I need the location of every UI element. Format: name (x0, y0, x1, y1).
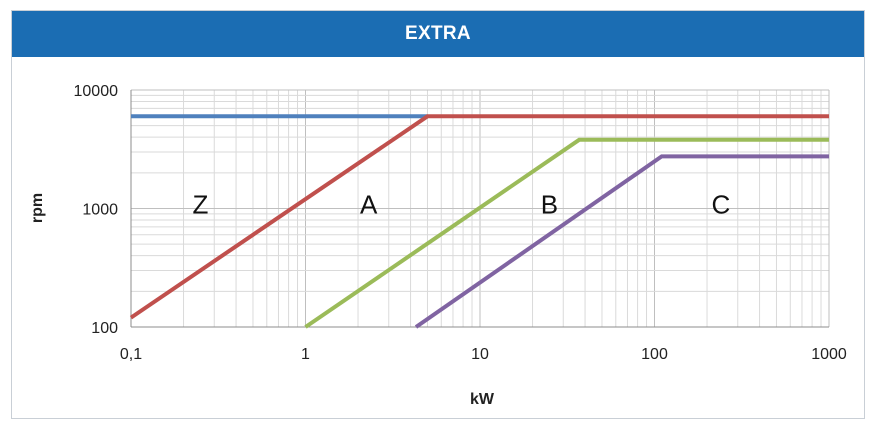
y-tick-label: 10000 (74, 83, 119, 100)
chart-panel: EXTRA (11, 10, 865, 419)
series-line-2 (129, 114, 829, 320)
chart-title: EXTRA (405, 23, 471, 44)
chart-header: EXTRA (12, 11, 864, 57)
region-label-b: B (541, 189, 558, 219)
x-axis-label: kW (470, 391, 495, 408)
grid (130, 90, 829, 328)
x-tick-label: 1 (301, 346, 310, 363)
x-tick-label: 0,1 (120, 346, 142, 363)
region-label-a: A (360, 189, 378, 219)
x-tick-label: 1000 (811, 346, 847, 363)
region-label-z: Z (192, 189, 208, 219)
x-tick-label: 10 (471, 346, 489, 363)
y-tick-label: 100 (91, 320, 118, 337)
series-line-3 (304, 137, 829, 329)
region-label-c: C (711, 189, 730, 219)
x-tick-label: 100 (641, 346, 668, 363)
series-line-4 (414, 154, 829, 329)
y-axis-label: rpm (29, 193, 46, 223)
y-tick-label: 1000 (82, 202, 118, 219)
